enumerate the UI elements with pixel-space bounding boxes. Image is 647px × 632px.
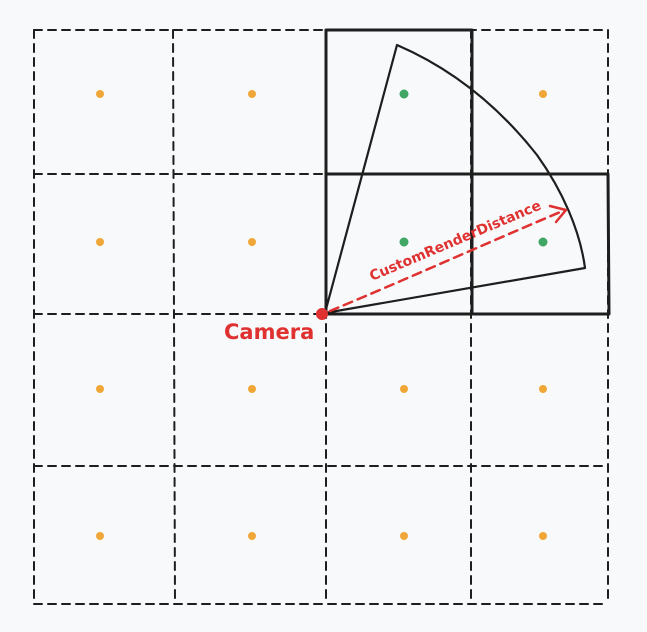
cell-point-culled-r3-c1 (248, 532, 256, 540)
cell-points (96, 89, 548, 540)
cell-point-culled-r0-c3 (539, 90, 547, 98)
render-distance-label: CustomRenderDistance (367, 198, 543, 285)
cell-point-visible-r0-c2 (399, 89, 409, 99)
active-cell-r1-c3 (470, 172, 611, 316)
cell-point-culled-r2-c1 (248, 385, 256, 393)
grid-col-line-1 (172, 29, 176, 605)
cell-point-culled-r0-c1 (248, 90, 256, 98)
cell-point-culled-r2-c0 (96, 385, 104, 393)
cell-point-culled-r0-c0 (96, 90, 104, 98)
camera-label: Camera (224, 320, 314, 344)
render-distance-arrow (328, 204, 568, 313)
camera-frustum (323, 43, 587, 315)
cell-point-culled-r3-c2 (400, 532, 408, 540)
cell-point-culled-r2-c2 (400, 385, 408, 393)
cell-point-culled-r1-c1 (248, 238, 256, 246)
cell-point-culled-r3-c0 (96, 532, 104, 540)
active-cell-r0-c2 (324, 28, 474, 176)
cell-point-culled-r2-c3 (539, 385, 547, 393)
cell-point-culled-r1-c0 (96, 238, 104, 246)
render-distance-line (328, 208, 567, 313)
cell-point-visible-r1-c3 (538, 237, 548, 247)
cell-point-visible-r1-c2 (399, 237, 409, 247)
camera-icon (316, 308, 328, 320)
active-cells (324, 28, 611, 316)
cell-point-culled-r3-c3 (539, 532, 547, 540)
arrow-head-icon (548, 204, 568, 224)
